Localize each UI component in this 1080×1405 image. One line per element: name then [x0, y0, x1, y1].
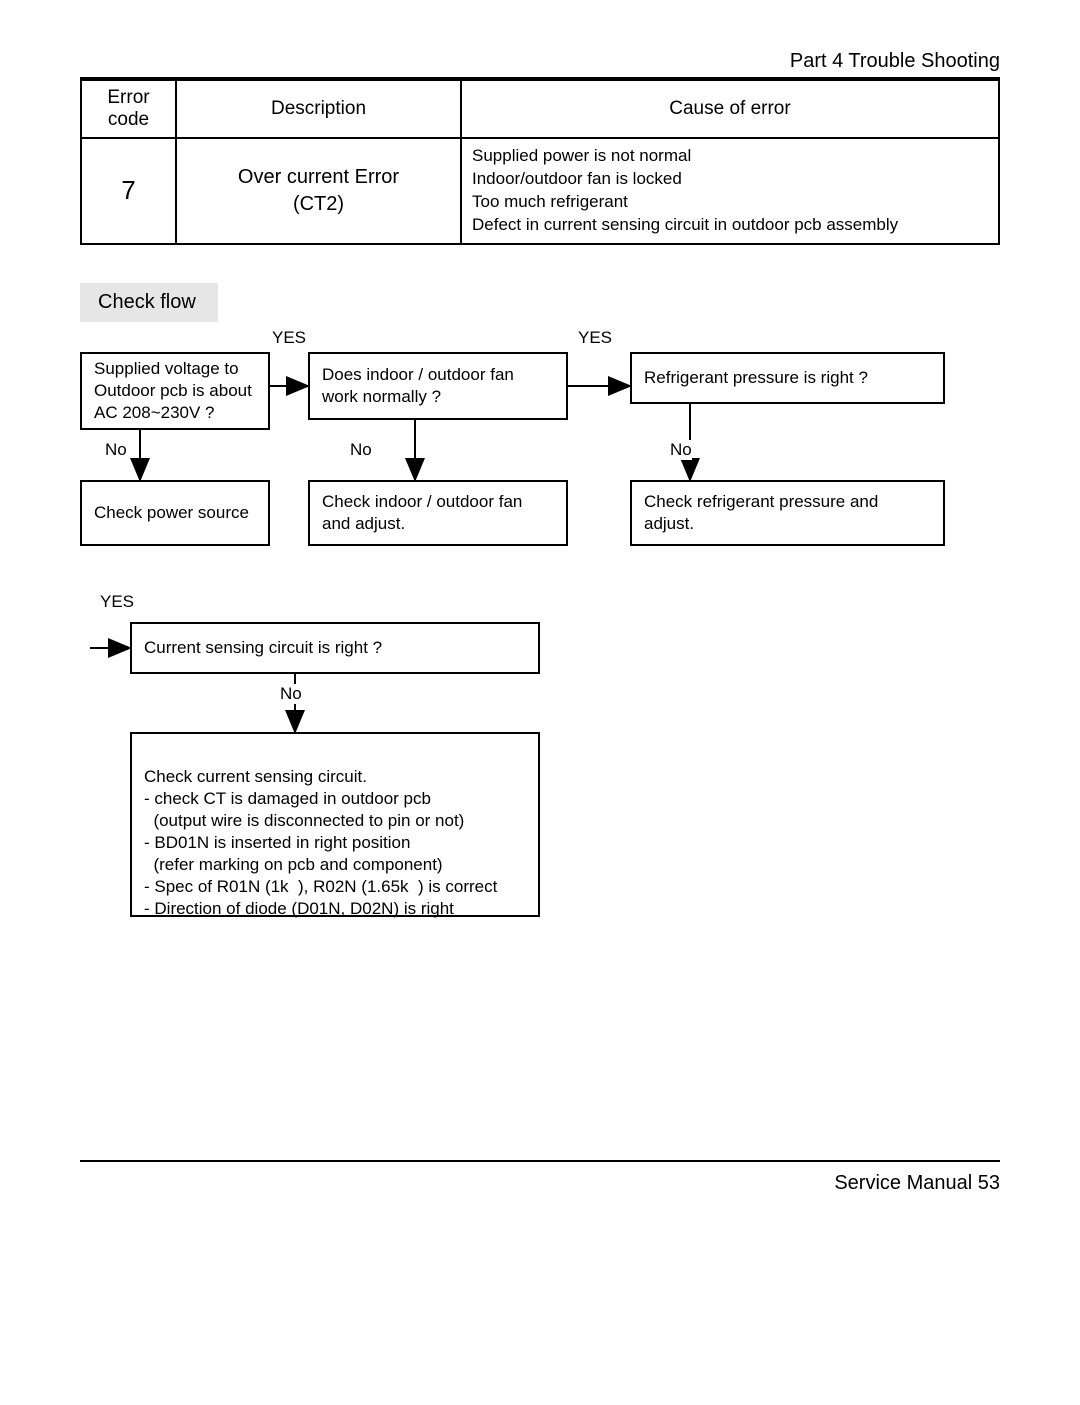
flow-label: YES — [272, 328, 306, 348]
desc-line1: Over current Error — [238, 166, 399, 188]
node-sensing-detail: Check current sensing circuit. - check C… — [130, 732, 540, 917]
flow-label: No — [280, 684, 302, 704]
th-cause: Cause of error — [461, 80, 999, 138]
cause-line: Defect in current sensing circuit in out… — [472, 214, 988, 237]
check-flow-label: Check flow — [80, 283, 218, 322]
flow-label: YES — [578, 328, 612, 348]
cause-line: Supplied power is not normal — [472, 145, 988, 168]
footer-text: Service Manual 53 — [834, 1172, 1000, 1195]
node-check-power: Check power source — [80, 480, 270, 546]
flow-label: No — [670, 440, 692, 460]
cause-line: Indoor/outdoor fan is locked — [472, 168, 988, 191]
th-description: Description — [176, 80, 461, 138]
td-error-code: 7 — [81, 138, 176, 244]
node-adjust-pressure: Check refrigerant pressure and adjust. — [630, 480, 945, 546]
flow-label: YES — [100, 592, 134, 612]
flow-label: No — [105, 440, 127, 460]
th-error-code: Error code — [81, 80, 176, 138]
cause-line: Too much refrigerant — [472, 191, 988, 214]
node-pressure-check: Refrigerant pressure is right ? — [630, 352, 945, 404]
footer-rule — [80, 1160, 1000, 1162]
flowchart: Supplied voltage to Outdoor pcb is about… — [80, 322, 1000, 942]
node-adjust-fan: Check indoor / outdoor fan and adjust. — [308, 480, 568, 546]
node-voltage-check: Supplied voltage to Outdoor pcb is about… — [80, 352, 270, 430]
flow-label: No — [350, 440, 372, 460]
td-cause: Supplied power is not normal Indoor/outd… — [461, 138, 999, 244]
node-fan-check: Does indoor / outdoor fan work normally … — [308, 352, 568, 420]
node-sensing-check: Current sensing circuit is right ? — [130, 622, 540, 674]
error-table: Error code Description Cause of error 7 … — [80, 79, 1000, 245]
td-description: Over current Error (CT2) — [176, 138, 461, 244]
desc-line2: (CT2) — [293, 193, 344, 215]
page-header: Part 4 Trouble Shooting — [80, 50, 1000, 73]
